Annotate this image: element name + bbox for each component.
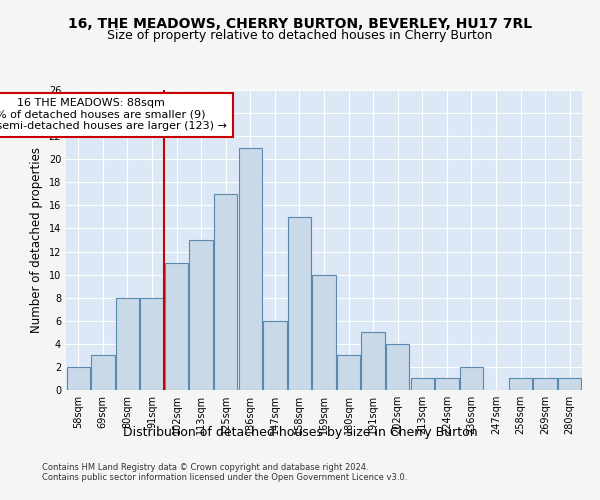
Text: Contains public sector information licensed under the Open Government Licence v3: Contains public sector information licen… (42, 474, 407, 482)
Bar (165, 263, 188, 390)
Text: Contains HM Land Registry data © Crown copyright and database right 2024.: Contains HM Land Registry data © Crown c… (42, 464, 368, 472)
Bar (558, 378, 581, 390)
Text: 16 THE MEADOWS: 88sqm
← 7% of detached houses are smaller (9)
93% of semi-detach: 16 THE MEADOWS: 88sqm ← 7% of detached h… (0, 98, 227, 132)
Bar (313, 274, 335, 390)
Text: Distribution of detached houses by size in Cherry Burton: Distribution of detached houses by size … (122, 426, 478, 439)
Bar (263, 321, 287, 390)
Bar (67, 367, 90, 390)
Bar (214, 194, 238, 390)
Bar (386, 344, 409, 390)
Text: 16, THE MEADOWS, CHERRY BURTON, BEVERLEY, HU17 7RL: 16, THE MEADOWS, CHERRY BURTON, BEVERLEY… (68, 18, 532, 32)
Bar (533, 378, 557, 390)
Bar (239, 148, 262, 390)
Bar (288, 217, 311, 390)
Bar (361, 332, 385, 390)
Bar (190, 240, 213, 390)
Bar (337, 356, 360, 390)
Bar (116, 298, 139, 390)
Bar (140, 298, 164, 390)
Bar (435, 378, 458, 390)
Bar (91, 356, 115, 390)
Bar (460, 367, 483, 390)
Bar (410, 378, 434, 390)
Bar (509, 378, 532, 390)
Text: Size of property relative to detached houses in Cherry Burton: Size of property relative to detached ho… (107, 29, 493, 42)
Y-axis label: Number of detached properties: Number of detached properties (30, 147, 43, 333)
